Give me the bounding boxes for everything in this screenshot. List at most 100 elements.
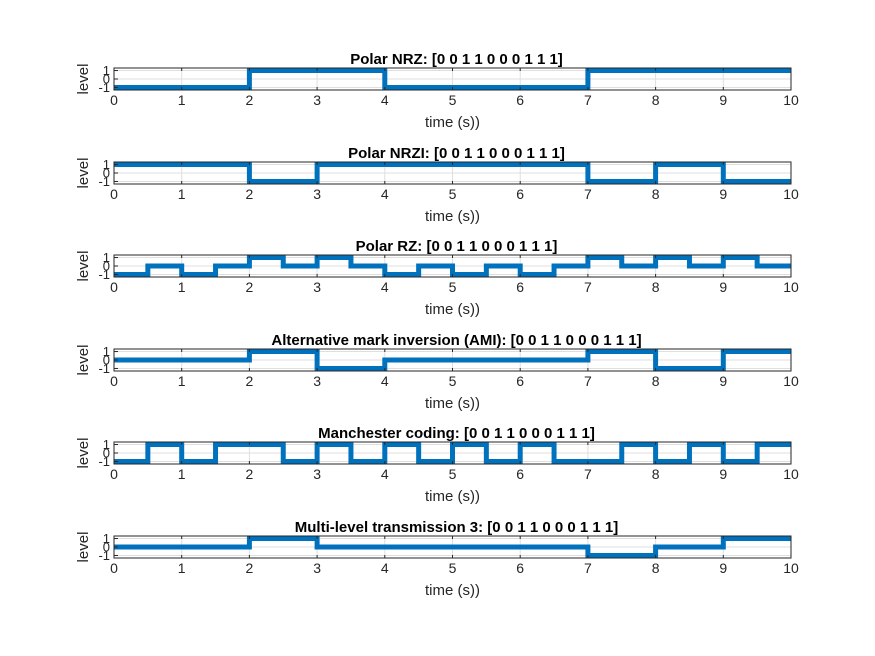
x-tick-label: 5	[449, 560, 457, 576]
y-tick-label: -1	[98, 548, 110, 563]
x-tick-label: 0	[110, 560, 118, 576]
x-tick-label: 7	[584, 92, 592, 108]
x-tick-label: 8	[652, 373, 660, 389]
y-axis-label: level	[75, 64, 92, 95]
x-tick-label: 1	[178, 466, 186, 482]
y-tick-label: 0	[103, 166, 110, 181]
x-tick-label: 9	[719, 186, 727, 202]
x-tick-label: 6	[516, 92, 524, 108]
signal-line	[114, 255, 791, 277]
x-tick-label: 4	[381, 560, 389, 576]
x-tick-label: 1	[178, 373, 186, 389]
y-tick-label: 1	[103, 63, 110, 78]
subplot-title: Manchester coding: [0 0 1 1 0 0 0 1 1 1]	[318, 425, 595, 442]
y-axis-label: level	[75, 251, 92, 282]
y-tick-label: 0	[103, 540, 110, 555]
x-tick-label: 2	[246, 279, 254, 295]
x-tick-label: 0	[110, 373, 118, 389]
x-axis-label: time (s))	[425, 395, 480, 412]
x-tick-label: 10	[783, 560, 799, 576]
x-tick-label: 9	[719, 373, 727, 389]
x-axis-label: time (s))	[425, 301, 480, 318]
x-tick-label: 10	[783, 373, 799, 389]
subplot-title: Polar NRZ: [0 0 1 1 0 0 0 1 1 1]	[350, 51, 563, 68]
x-tick-label: 7	[584, 186, 592, 202]
x-axis-label: time (s))	[425, 114, 480, 131]
y-tick-label: 0	[103, 446, 110, 461]
subplot-title: Multi-level transmission 3: [0 0 1 1 0 0…	[295, 519, 618, 536]
x-tick-label: 10	[783, 186, 799, 202]
x-tick-label: 9	[719, 466, 727, 482]
x-tick-label: 6	[516, 466, 524, 482]
subplot-title: Polar RZ: [0 0 1 1 0 0 0 1 1 1]	[356, 238, 558, 255]
x-tick-label: 8	[652, 279, 660, 295]
x-tick-label: 6	[516, 279, 524, 295]
x-tick-label: 1	[178, 186, 186, 202]
y-tick-label: 0	[103, 72, 110, 87]
x-tick-label: 4	[381, 279, 389, 295]
x-tick-label: 9	[719, 279, 727, 295]
y-tick-label: 1	[103, 531, 110, 546]
x-tick-label: 2	[246, 466, 254, 482]
y-axis-label: level	[75, 438, 92, 469]
x-tick-label: 1	[178, 92, 186, 108]
y-tick-label: -1	[98, 454, 110, 469]
x-tick-label: 4	[381, 373, 389, 389]
x-tick-label: 8	[652, 466, 660, 482]
x-tick-label: 2	[246, 92, 254, 108]
x-tick-label: 10	[783, 279, 799, 295]
x-axis-label: time (s))	[425, 208, 480, 225]
subplot-title: Polar NRZI: [0 0 1 1 0 0 0 1 1 1]	[348, 145, 565, 162]
x-tick-label: 7	[584, 373, 592, 389]
x-tick-label: 1	[178, 560, 186, 576]
x-tick-label: 3	[313, 92, 321, 108]
y-axis-label: level	[75, 532, 92, 563]
x-tick-label: 2	[246, 560, 254, 576]
x-tick-label: 3	[313, 279, 321, 295]
x-tick-label: 1	[178, 279, 186, 295]
x-tick-label: 0	[110, 186, 118, 202]
x-tick-label: 0	[110, 466, 118, 482]
signal-line	[114, 349, 791, 371]
signal-line	[114, 442, 791, 464]
x-tick-label: 3	[313, 466, 321, 482]
x-tick-label: 6	[516, 560, 524, 576]
x-tick-label: 8	[652, 186, 660, 202]
x-tick-label: 5	[449, 279, 457, 295]
x-tick-label: 3	[313, 186, 321, 202]
x-tick-label: 6	[516, 373, 524, 389]
x-tick-label: 7	[584, 279, 592, 295]
y-axis-label: level	[75, 158, 92, 189]
y-tick-label: -1	[98, 267, 110, 282]
x-tick-label: 2	[246, 373, 254, 389]
y-tick-label: 1	[103, 344, 110, 359]
x-tick-label: 4	[381, 466, 389, 482]
x-tick-label: 4	[381, 92, 389, 108]
x-tick-label: 4	[381, 186, 389, 202]
x-tick-label: 5	[449, 92, 457, 108]
y-tick-label: 1	[103, 157, 110, 172]
x-tick-label: 5	[449, 186, 457, 202]
y-tick-label: -1	[98, 361, 110, 376]
x-tick-label: 9	[719, 560, 727, 576]
subplot-title: Alternative mark inversion (AMI): [0 0 1…	[271, 332, 641, 349]
x-tick-label: 3	[313, 560, 321, 576]
y-tick-label: 0	[103, 259, 110, 274]
signal-line	[114, 162, 791, 184]
x-tick-label: 8	[652, 560, 660, 576]
x-tick-label: 0	[110, 279, 118, 295]
x-tick-label: 7	[584, 466, 592, 482]
y-tick-label: 0	[103, 353, 110, 368]
signal-line	[114, 68, 791, 90]
x-tick-label: 6	[516, 186, 524, 202]
x-tick-label: 0	[110, 92, 118, 108]
x-tick-label: 8	[652, 92, 660, 108]
x-tick-label: 5	[449, 373, 457, 389]
x-tick-label: 2	[246, 186, 254, 202]
x-tick-label: 3	[313, 373, 321, 389]
